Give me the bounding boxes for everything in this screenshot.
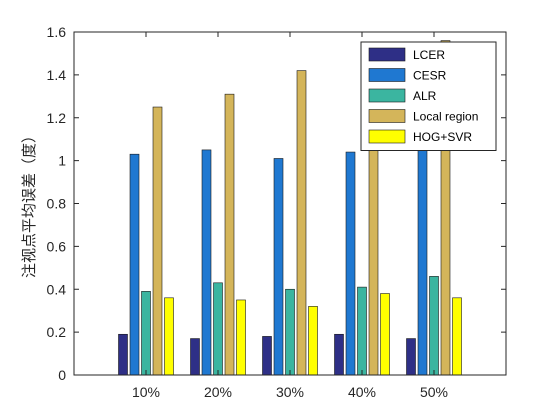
bar-local-region-2 [296, 70, 307, 376]
bar-alr-2 [285, 288, 295, 376]
bar-hog-svr-3 [380, 293, 390, 376]
x-tick-label-3: 40% [348, 384, 376, 400]
bar-alr-3 [357, 286, 367, 376]
legend-swatch-2 [368, 88, 406, 103]
legend-swatch-4 [368, 129, 406, 144]
y-axis-label: 注视点平均误差（度） [20, 128, 38, 278]
bar-cesr-2 [273, 158, 284, 376]
bar-cesr-4 [417, 145, 428, 376]
bar-alr-1 [213, 282, 223, 376]
legend-label-3: Local region [413, 110, 478, 124]
x-tick-label-0: 10% [132, 384, 160, 400]
legend-label-1: CESR [413, 69, 447, 83]
y-tick-label-1: 0.2 [47, 324, 67, 340]
bar-local-region-1 [224, 93, 235, 376]
legend: LCER CESR ALR Local region HOG+SVR [360, 41, 497, 151]
bar-lcer-3 [334, 333, 344, 376]
bar-alr-0 [141, 291, 151, 376]
legend-label-0: LCER [413, 48, 445, 62]
bar-lcer-1 [190, 338, 200, 376]
x-tick-label-4: 50% [420, 384, 448, 400]
legend-swatch-1 [368, 68, 406, 82]
x-tick-label-1: 20% [204, 384, 232, 400]
bar-cesr-1 [201, 149, 212, 376]
bar-cesr-0 [129, 153, 140, 376]
bar-local-region-3 [368, 141, 379, 376]
y-tick-label-4: 0.8 [47, 196, 67, 212]
legend-label-4: HOG+SVR [413, 130, 472, 144]
bar-local-region-0 [152, 106, 163, 376]
bar-alr-4 [429, 276, 439, 376]
axes-group: 0 0.2 0.4 0.6 0.8 1 1.2 1.4 1.6 10% 20% 30% 40% 50% [47, 24, 507, 400]
x-tick-label-2: 30% [276, 384, 304, 400]
y-tick-label-8: 1.6 [47, 24, 67, 40]
bar-lcer-2 [262, 336, 272, 376]
legend-swatch-0 [368, 47, 406, 62]
bar-cesr-3 [345, 151, 356, 376]
bar-hog-svr-4 [452, 297, 462, 376]
bar-hog-svr-2 [308, 306, 318, 376]
y-tick-label-2: 0.4 [47, 281, 67, 297]
y-tick-label-0: 0 [58, 367, 66, 383]
y-tick-label-3: 0.6 [47, 238, 67, 254]
bar-hog-svr-1 [236, 299, 246, 376]
bar-hog-svr-0 [164, 297, 174, 376]
y-tick-label-5: 1 [58, 153, 66, 169]
bar-lcer-0 [118, 333, 128, 376]
y-tick-label-6: 1.2 [47, 110, 67, 126]
legend-swatch-3 [368, 109, 406, 123]
bar-lcer-4 [406, 338, 416, 376]
legend-label-2: ALR [413, 89, 437, 103]
y-tick-label-7: 1.4 [47, 67, 67, 83]
